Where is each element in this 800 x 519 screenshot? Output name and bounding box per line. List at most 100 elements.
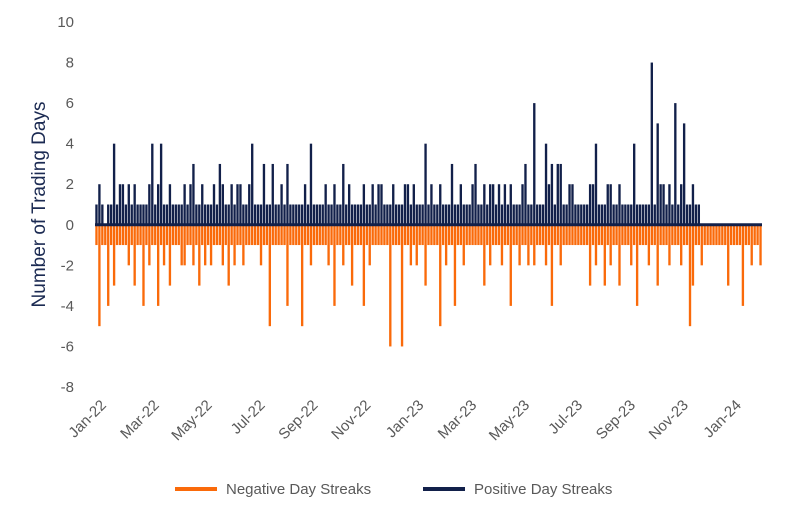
positive-streak-bar: [168, 184, 172, 225]
negative-streak-bar: [400, 224, 404, 347]
negative-streak-bar: [544, 224, 548, 266]
positive-streak-bar: [680, 184, 683, 225]
x-tick-label: Jul-23: [545, 397, 586, 438]
positive-streak-bar: [635, 204, 639, 225]
positive-streak-bar: [480, 204, 483, 225]
positive-streak-bar: [377, 184, 380, 225]
positive-streak-bar: [139, 204, 142, 225]
y-tick-label: -2: [61, 257, 74, 274]
negative-streak-bar: [139, 224, 142, 246]
positive-streak-bar: [462, 204, 465, 225]
y-axis-label: Number of Trading Days: [29, 102, 50, 308]
negative-streak-bar: [95, 224, 98, 246]
positive-streak-bar: [174, 204, 177, 225]
x-tick-label: Sep-23: [593, 397, 639, 443]
positive-streak-bar: [289, 204, 292, 225]
x-tick-label: Jul-22: [228, 397, 269, 438]
negative-streak-bar: [480, 224, 483, 246]
negative-streak-bar: [442, 224, 445, 246]
negative-streak-bar: [204, 224, 207, 266]
positive-streak-bar: [327, 204, 330, 225]
positive-streak-bar: [309, 143, 313, 225]
negative-streak-bar: [465, 224, 468, 246]
negative-streak-bar: [674, 224, 677, 246]
negative-streak-bar: [659, 224, 662, 246]
positive-streak-bar: [430, 184, 433, 225]
y-tick-label: 6: [66, 95, 74, 112]
negative-streak-bar: [556, 224, 559, 246]
negative-streak-bar: [406, 224, 410, 246]
negative-streak-bar: [494, 224, 498, 246]
positive-streak-bar: [442, 204, 445, 225]
positive-streak-bar: [597, 204, 601, 225]
negative-streak-bar: [339, 224, 342, 246]
positive-streak-bar: [242, 204, 245, 225]
negative-streak-bar: [189, 224, 192, 246]
positive-streak-bar: [459, 184, 462, 225]
positive-streak-bar: [424, 143, 427, 225]
negative-streak-bar: [709, 224, 712, 246]
positive-streak-bar: [659, 184, 662, 225]
positive-streak-bar: [183, 184, 186, 225]
positive-streak-bar: [277, 204, 280, 225]
positive-streak-bar: [374, 204, 377, 225]
positive-streak-bar: [397, 204, 401, 225]
positive-streak-bar: [339, 204, 342, 225]
negative-streak-bar: [515, 224, 518, 246]
positive-streak-bar: [392, 184, 395, 225]
y-tick-label: 4: [66, 136, 74, 153]
positive-streak-bar: [112, 143, 116, 225]
positive-streak-bar: [450, 163, 454, 225]
negative-streak-bar: [677, 224, 680, 246]
positive-streak-bar: [583, 204, 586, 225]
negative-streak-bar: [221, 224, 224, 266]
negative-streak-bar: [377, 224, 380, 246]
negative-streak-bar: [312, 224, 316, 246]
positive-streak-bar: [497, 184, 501, 225]
positive-streak-bar: [312, 204, 316, 225]
negative-streak-bar: [212, 224, 216, 246]
y-tick-label: 8: [66, 55, 74, 72]
negative-streak-bar: [588, 224, 592, 286]
negative-streak-bar: [580, 224, 583, 246]
negative-streak-bar: [727, 224, 730, 286]
positive-streak-bar: [177, 204, 180, 225]
negative-streak-bar: [562, 224, 565, 246]
negative-streak-bar: [195, 224, 198, 246]
negative-streak-bar: [497, 224, 501, 246]
negative-streak-bar: [403, 224, 407, 246]
positive-streak-bar: [274, 204, 277, 225]
negative-streak-bar: [330, 224, 333, 246]
negative-streak-bar: [453, 224, 457, 306]
positive-streak-bar: [321, 204, 324, 225]
positive-streak-bar: [633, 143, 636, 225]
negative-streak-bar: [700, 224, 703, 266]
positive-streak-bar: [230, 184, 233, 225]
positive-streak-bar: [665, 204, 668, 225]
negative-streak-bar: [224, 224, 227, 246]
positive-streak-bar: [688, 204, 692, 225]
positive-streak-bar: [262, 163, 266, 225]
positive-streak-bar: [568, 184, 571, 225]
positive-streak-bar: [107, 204, 110, 225]
negative-streak-bar: [215, 224, 219, 246]
negative-streak-bar: [271, 224, 274, 246]
positive-streak-bar: [674, 103, 677, 225]
negative-streak-bar: [180, 224, 183, 266]
positive-streak-bar: [691, 184, 695, 225]
negative-streak-bar: [347, 224, 351, 246]
negative-streak-bar: [154, 224, 157, 246]
positive-streak-bar: [538, 204, 542, 225]
positive-streak-bar: [189, 184, 192, 225]
negative-streak-bar: [201, 224, 204, 246]
positive-streak-bar: [553, 204, 557, 225]
positive-streak-bar: [562, 204, 565, 225]
positive-streak-bar: [136, 204, 139, 225]
positive-streak-bar: [353, 204, 357, 225]
positive-streak-bar: [421, 204, 424, 225]
negative-streak-bar: [565, 224, 568, 246]
negative-streak-bar: [627, 224, 630, 246]
negative-streak-bar: [735, 224, 739, 246]
negative-streak-bar: [418, 224, 421, 246]
